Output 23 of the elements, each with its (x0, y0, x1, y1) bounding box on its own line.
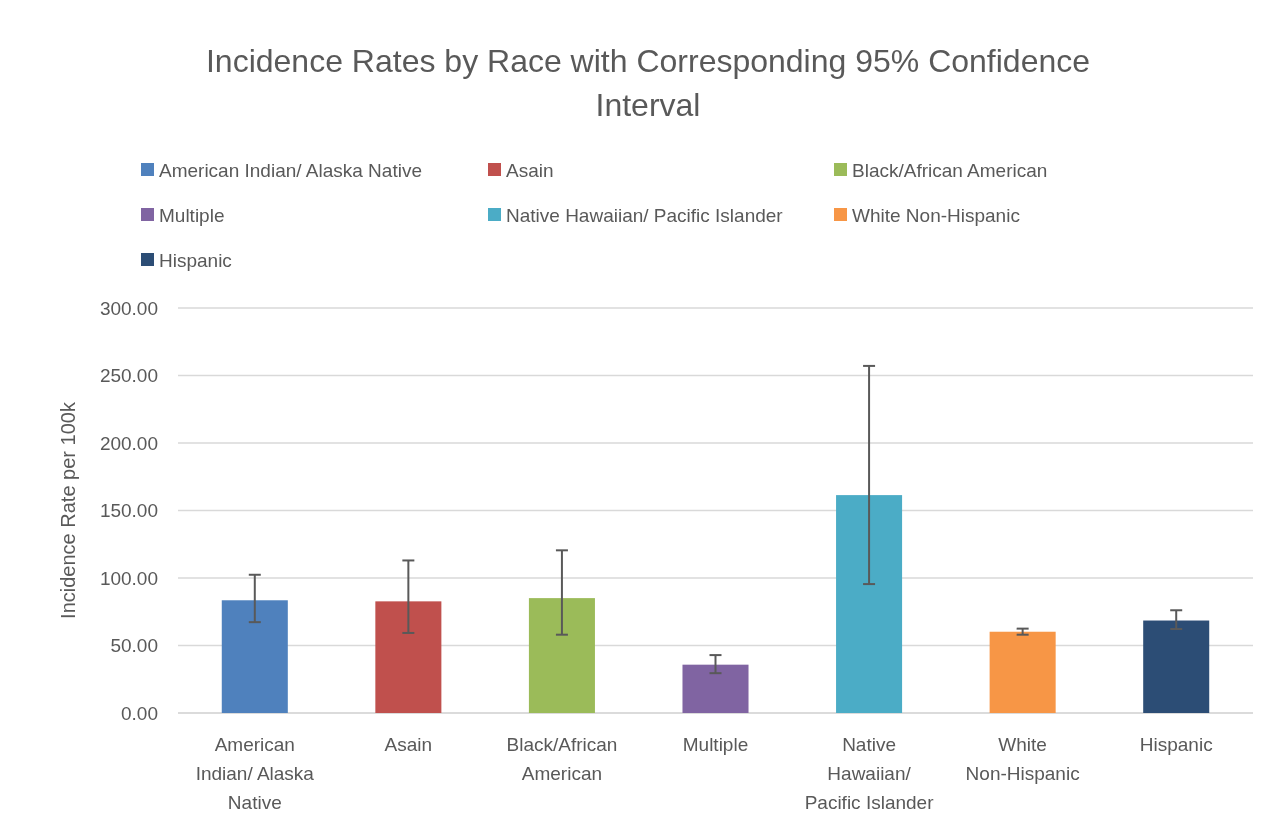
y-tick-label: 300.00 (99, 297, 158, 319)
y-tick-label: 100.00 (99, 567, 158, 589)
y-tick-label: 0.00 (121, 702, 158, 724)
chart-title: Incidence Rates by Race with Corresponding 95% Confidence Interval (205, 43, 1091, 123)
y-tick-label: 50.00 (110, 635, 158, 656)
legend-label: White Non-Hispanic (852, 204, 1020, 226)
y-tick-label: 250.00 (99, 365, 158, 386)
x-tick-label: White Non-Hispanic (965, 733, 1080, 784)
y-tick-label: 150.00 (99, 500, 158, 521)
legend-label: American Indian/ Alaska Native (159, 159, 422, 181)
x-tick-label: Asain (384, 733, 433, 755)
legend-label: Hispanic (159, 249, 232, 271)
y-axis-title: Incidence Rate per 100k (57, 401, 79, 619)
x-tick-label: Multiple (682, 733, 749, 755)
x-tick-label: Native Hawaiian/ Pacific Islander (804, 733, 935, 813)
y-tick-label: 200.00 (99, 432, 158, 454)
legend-label: Multiple (159, 204, 225, 226)
legend-label: Native Hawaiian/ Pacific Islander (506, 204, 784, 226)
x-tick-label: American Indian/ Alaska Native (195, 733, 315, 813)
x-tick-label: Black/African American (506, 733, 618, 784)
legend-label: Black/African American (852, 159, 1048, 181)
legend-label: Asain (506, 159, 554, 181)
x-tick-label: Hispanic (1139, 733, 1213, 755)
